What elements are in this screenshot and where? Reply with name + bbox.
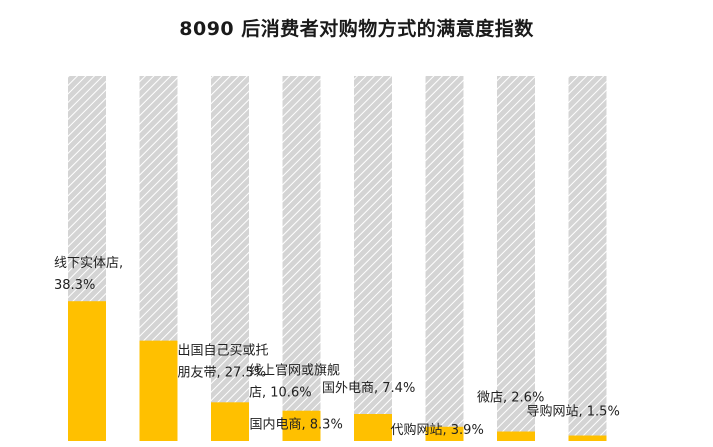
background-bar	[282, 76, 321, 441]
bar	[68, 301, 106, 441]
background-bar	[425, 76, 464, 441]
data-label: 38.3%	[54, 278, 95, 293]
data-label: 微店, 2.6%	[477, 391, 544, 406]
bar	[425, 426, 464, 441]
bar	[211, 402, 249, 441]
data-label: 国外电商, 7.4%	[322, 381, 415, 396]
data-label: 朋友带, 27.5%	[178, 365, 267, 381]
bar	[282, 410, 321, 441]
background-bar	[497, 76, 535, 441]
bar	[497, 431, 535, 441]
background-bar	[354, 76, 392, 441]
data-label: 店, 10.6%	[249, 385, 312, 400]
bar	[568, 435, 607, 441]
bar	[139, 340, 178, 441]
data-bars	[68, 301, 607, 441]
data-label: 代购网站, 3.9%	[391, 422, 484, 438]
bar	[354, 413, 392, 441]
background-bars	[68, 76, 607, 441]
data-label: 导购网站, 1.5%	[527, 404, 620, 420]
data-label: 国内电商, 8.3%	[250, 417, 343, 433]
background-bar	[568, 76, 607, 441]
data-label: 出国自己买或托	[178, 344, 269, 359]
data-label: 线上官网或旗舰	[249, 362, 340, 378]
chart-title: 8090 后消费者对购物方式的满意度指数	[179, 18, 534, 40]
background-bar	[211, 76, 249, 441]
data-label: 线下实体店,	[54, 256, 123, 271]
